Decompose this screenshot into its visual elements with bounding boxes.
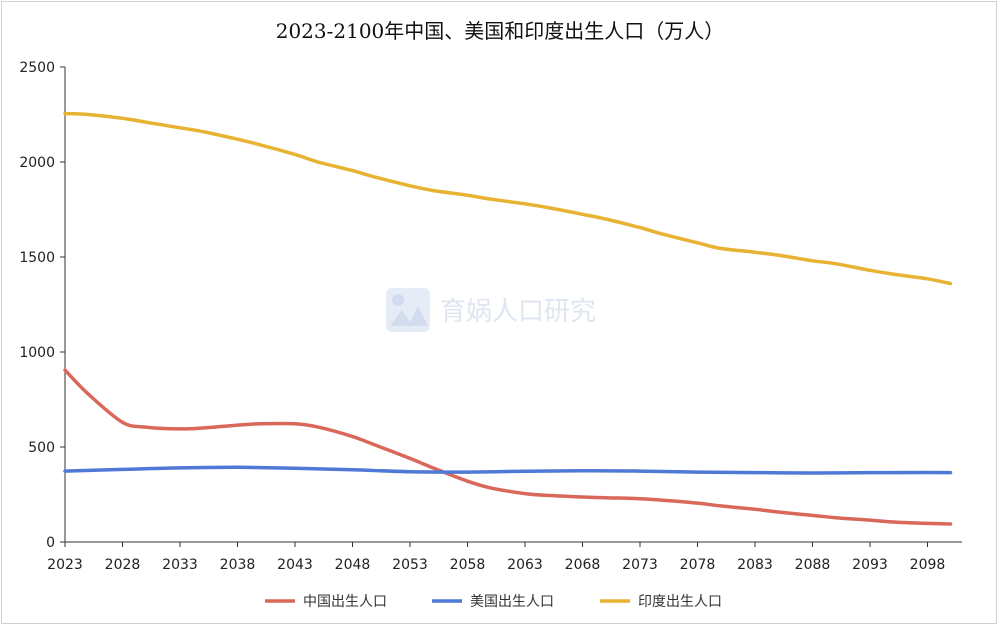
x-tick-label: 2068 (565, 557, 601, 573)
x-tick-label: 2028 (105, 557, 141, 573)
series-line-0 (63, 368, 953, 526)
x-tick-label: 2098 (910, 557, 946, 573)
y-tick-label: 1500 (19, 250, 55, 266)
legend: 中国出生人口 美国出生人口 印度出生人口 (265, 594, 722, 610)
series-line-2 (63, 111, 953, 286)
y-tick-label: 0 (46, 535, 55, 551)
x-tick-label: 2093 (852, 557, 888, 573)
watermark: 育娲人口研究 (386, 288, 596, 332)
x-tick-label: 2073 (622, 557, 658, 573)
x-tick-label: 2053 (392, 557, 428, 573)
x-tick-label: 2078 (680, 557, 716, 573)
watermark-logo-shape (390, 306, 428, 326)
x-tick-label: 2023 (47, 557, 83, 573)
chart-title: 2023-2100年中国、美国和印度出生人口（万人） (276, 19, 725, 43)
series-line-1 (63, 465, 953, 475)
y-tick-label: 2000 (19, 155, 55, 171)
axes: 0 500 1000 1500 2000 2500 2023 2028 2033 2038 2043… (19, 60, 962, 573)
x-tick-label: 2088 (795, 557, 831, 573)
series-layer (63, 111, 953, 526)
x-tick-label: 2038 (220, 557, 256, 573)
y-tick-label: 2500 (19, 60, 55, 76)
x-tick-label: 2063 (507, 557, 543, 573)
watermark-logo-dot (392, 294, 404, 306)
x-tick-label: 2058 (450, 557, 486, 573)
legend-label-0: 中国出生人口 (303, 594, 387, 610)
x-tick-label: 2033 (162, 557, 198, 573)
watermark-text: 育娲人口研究 (440, 297, 596, 327)
x-tick-label: 2048 (335, 557, 371, 573)
legend-label-1: 美国出生人口 (470, 594, 554, 610)
legend-label-2: 印度出生人口 (638, 594, 722, 610)
y-tick-label: 500 (28, 440, 55, 456)
x-tick-label: 2043 (277, 557, 313, 573)
y-tick-label: 1000 (19, 345, 55, 361)
x-tick-label: 2083 (737, 557, 773, 573)
